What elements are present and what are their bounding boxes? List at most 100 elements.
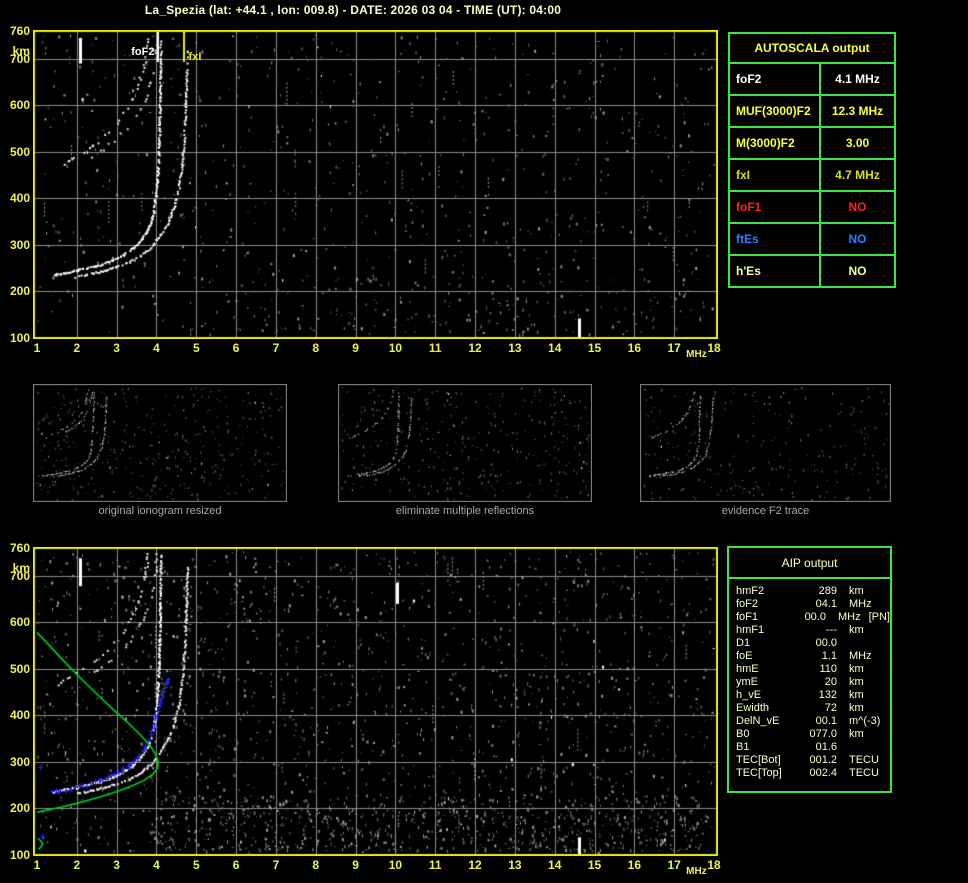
param-value: NO [848, 200, 867, 214]
param-value: 1.1 [821, 650, 837, 662]
y-tick-label: 300 [9, 237, 30, 252]
x-tick-label: 14 [548, 341, 562, 355]
y-axis-unit-label: km [12, 44, 30, 58]
y-tick-label: 760 [9, 541, 30, 555]
param-value: 4.1 MHz [835, 72, 880, 86]
param-unit: MHz [849, 598, 872, 610]
thumbnail-caption-original: original ionogram resized [98, 505, 222, 517]
param-unit: km [849, 689, 864, 701]
param-label: h_vE [736, 689, 762, 701]
aip-param-row: D1 00.0 [736, 637, 890, 650]
param-label: D1 [736, 637, 751, 649]
param-value: 001.2 [809, 754, 837, 766]
x-tick-label: 18 [707, 858, 721, 872]
aip-param-row: TEC[Bot] 001.2 TECU [736, 754, 890, 767]
x-tick-label: 7 [272, 858, 280, 872]
autoscala-param-row: fxI 4.7 MHz [730, 160, 894, 192]
x-tick-label: 15 [587, 341, 602, 355]
y-tick-label: 100 [9, 331, 30, 345]
autoscala-param-row: M(3000)F2 3.00 [730, 128, 894, 160]
thumbnail-eliminate-reflections [338, 384, 592, 502]
autoscala-output-table: AUTOSCALA output foF2 4.1 MHz MUF(3000)F2 1… [728, 32, 896, 288]
x-tick-label: 10 [388, 858, 403, 872]
y-tick-label: 700 [9, 51, 30, 66]
param-value: 132 [818, 689, 837, 701]
param-unit: km [849, 702, 864, 714]
param-note: [PN] [868, 611, 890, 623]
thumbnail-caption-evidence: evidence F2 trace [721, 505, 810, 517]
y-tick-label: 100 [9, 848, 30, 862]
x-tick-label: 18 [707, 341, 721, 355]
x-tick-label: 15 [587, 858, 602, 872]
thumbnail-caption-eliminate: eliminate multiple reflections [395, 505, 535, 517]
y-tick-label: 300 [9, 754, 30, 769]
ionogram-canvas-bottom [33, 547, 718, 856]
x-axis-unit-label: MHz [686, 349, 707, 360]
param-label: DelN_vE [736, 715, 780, 727]
x-tick-label: 12 [468, 341, 482, 355]
x-tick-label: 6 [232, 858, 240, 872]
x-tick-label: 17 [667, 858, 681, 872]
x-tick-label: 5 [192, 858, 200, 872]
y-tick-label: 500 [9, 144, 30, 159]
x-tick-label: 9 [352, 858, 359, 872]
x-tick-label: 16 [627, 858, 642, 872]
fxI-marker-label: fxI [188, 51, 202, 63]
aip-param-row: B0 077.0 km [736, 728, 890, 741]
y-axis-unit-label: km [12, 561, 30, 575]
param-value: 4.7 MHz [835, 168, 880, 182]
param-unit: m^(-3) [849, 715, 881, 727]
x-tick-label: 14 [548, 858, 562, 872]
param-label: B1 [736, 741, 750, 753]
param-value: NO [848, 264, 867, 278]
y-tick-label: 600 [9, 98, 30, 113]
param-value: 20 [824, 676, 837, 688]
param-unit: km [849, 676, 864, 688]
y-tick-label: 700 [9, 568, 30, 583]
param-value: 00.1 [815, 715, 837, 727]
param-label: hmF1 [736, 624, 765, 636]
x-tick-label: 3 [113, 858, 120, 872]
aip-param-row: TEC[Top] 002.4 TECU [736, 767, 890, 780]
autoscala-table-header: AUTOSCALA output [730, 34, 894, 64]
x-tick-label: 7 [272, 341, 280, 355]
param-label: foF1 [730, 192, 821, 222]
y-tick-label: 760 [9, 24, 30, 38]
param-label: foF1 [736, 611, 759, 623]
param-value: 002.4 [809, 767, 837, 779]
x-axis-unit-label: MHz [686, 866, 707, 877]
param-value: 077.0 [809, 728, 837, 740]
param-value: 00.0 [804, 611, 826, 623]
param-unit: km [849, 728, 864, 740]
x-tick-label: 6 [232, 341, 240, 355]
param-value: 289 [818, 585, 837, 597]
param-label: B0 [736, 728, 750, 740]
x-tick-label: 13 [508, 341, 522, 355]
param-value: --- [826, 624, 837, 636]
x-tick-label: 11 [428, 858, 442, 872]
aip-param-row: foF2 04.1 MHz [736, 598, 890, 611]
y-tick-label: 200 [9, 801, 30, 816]
param-label: ftEs [730, 224, 821, 254]
param-unit: MHz [849, 650, 872, 662]
x-tick-label: 17 [667, 341, 681, 355]
param-value: 12.3 MHz [831, 104, 884, 118]
param-label: MUF(3000)F2 [730, 96, 821, 126]
param-value: 00.0 [815, 637, 837, 649]
param-value: NO [848, 232, 867, 246]
aip-param-row: ymE 20 km [736, 676, 890, 689]
x-tick-label: 10 [388, 341, 403, 355]
param-label: hmF2 [736, 585, 765, 597]
autoscala-param-row: MUF(3000)F2 12.3 MHz [730, 96, 894, 128]
param-label: hmE [736, 663, 759, 675]
param-label: ymE [736, 676, 758, 688]
y-tick-label: 600 [9, 615, 30, 630]
aip-param-row: foF1 00.0 MHz [PN] [736, 611, 890, 624]
x-tick-label: 3 [113, 341, 120, 355]
aip-param-row: Ewidth 72 km [736, 702, 890, 715]
x-tick-label: 2 [73, 341, 81, 355]
x-tick-label: 9 [352, 341, 359, 355]
thumbnail-evidence-f2-trace [640, 384, 891, 502]
autoscala-table-rows: foF2 4.1 MHz MUF(3000)F2 12.3 MHz M(3000)F2 3… [730, 64, 894, 286]
param-label: foF2 [730, 64, 821, 94]
